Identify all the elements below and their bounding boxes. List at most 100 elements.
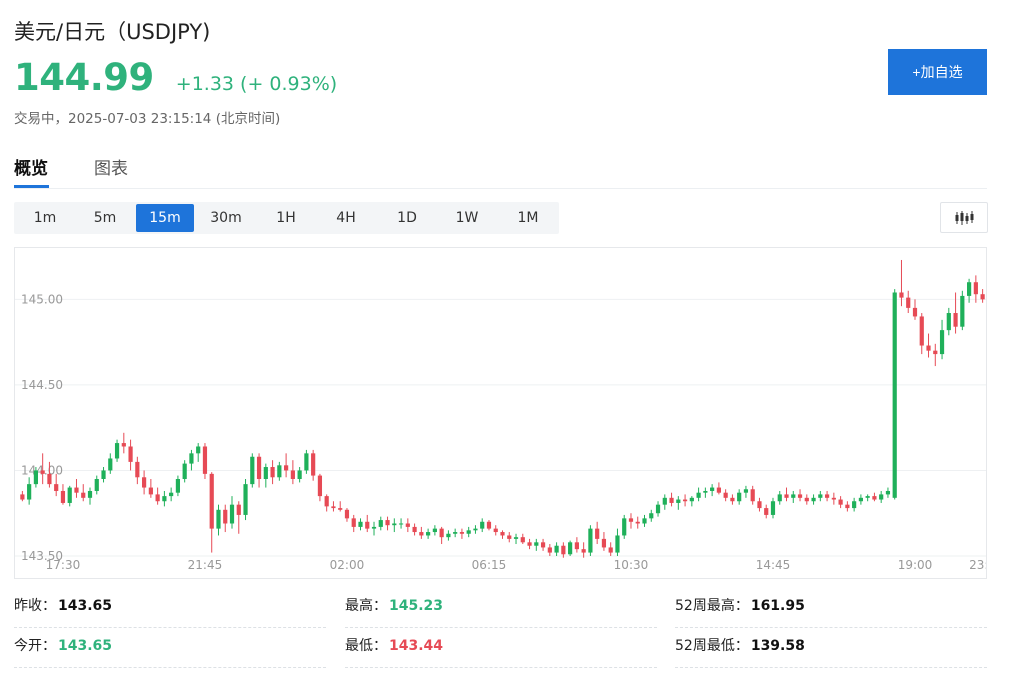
- price-change: +1.33 (+ 0.93%): [175, 73, 338, 95]
- period-4h[interactable]: 4H: [336, 210, 356, 226]
- candle: [723, 489, 728, 502]
- candle: [581, 542, 586, 558]
- candle: [277, 461, 282, 481]
- candle: [480, 518, 485, 533]
- add-watchlist-button[interactable]: +加自选: [888, 49, 987, 95]
- candle: [953, 292, 958, 334]
- candle: [540, 538, 546, 551]
- period-15m[interactable]: 15m: [136, 204, 194, 232]
- stat-value: 139.58: [750, 638, 805, 654]
- candle: [108, 453, 113, 474]
- candle: [155, 487, 160, 505]
- candle: [202, 443, 208, 479]
- candle: [169, 487, 174, 502]
- candle: [770, 497, 776, 519]
- period-30m[interactable]: 30m: [210, 210, 242, 226]
- candle: [561, 542, 566, 558]
- candle: [250, 453, 255, 488]
- candle: [121, 432, 126, 454]
- candle: [858, 494, 863, 505]
- candle: [818, 490, 823, 502]
- candle: [33, 467, 39, 488]
- candle: [534, 538, 539, 551]
- period-1h[interactable]: 1H: [276, 210, 296, 226]
- candle: [473, 525, 478, 534]
- candle: [960, 290, 965, 331]
- candle: [750, 485, 755, 505]
- candle: [311, 449, 316, 481]
- candle: [317, 473, 323, 502]
- candle: [980, 289, 985, 303]
- x-tick-label: 02:00: [330, 558, 365, 572]
- candle: [405, 518, 410, 533]
- candle: [365, 514, 370, 533]
- candle: [338, 501, 343, 512]
- period-1w[interactable]: 1W: [455, 210, 479, 226]
- candle: [453, 528, 458, 538]
- candle: [256, 453, 262, 488]
- period-1mo[interactable]: 1M: [517, 210, 539, 226]
- candle: [459, 528, 465, 539]
- candle: [852, 497, 857, 512]
- candle: [439, 526, 444, 545]
- candle: [229, 496, 235, 529]
- candle: [216, 504, 221, 536]
- x-tick-label: 10:30: [614, 558, 649, 572]
- chart-type-button[interactable]: [940, 202, 988, 233]
- candle: [933, 343, 938, 367]
- period-5m[interactable]: 5m: [93, 210, 117, 226]
- candle: [507, 532, 512, 543]
- candle: [236, 501, 241, 534]
- candle: [838, 496, 843, 509]
- candle: [831, 492, 836, 505]
- candle: [209, 472, 214, 553]
- x-tick-label: 23:1: [969, 558, 987, 572]
- y-tick-label: 145.00: [21, 292, 63, 306]
- candle: [87, 487, 93, 505]
- x-tick-label: 17:30: [46, 558, 81, 572]
- candle: [290, 460, 295, 485]
- candle: [385, 516, 390, 531]
- stat-value: 143.65: [58, 638, 113, 654]
- candle: [662, 494, 667, 510]
- candle: [669, 492, 674, 507]
- candle: [615, 528, 620, 556]
- period-1d[interactable]: 1D: [397, 210, 417, 226]
- tab-chart[interactable]: 图表: [94, 159, 128, 179]
- period-1m[interactable]: 1m: [33, 210, 57, 226]
- candle: [466, 526, 471, 538]
- candle: [547, 544, 552, 556]
- candle: [223, 504, 228, 533]
- candle: [804, 494, 809, 505]
- stat-label: 最低：: [345, 638, 387, 654]
- candle: [595, 521, 600, 545]
- candle: [743, 485, 749, 498]
- candle: [392, 518, 397, 533]
- candle: [649, 509, 654, 522]
- stat-prev-close: 昨收： 143.65: [14, 588, 326, 628]
- candle: [47, 461, 52, 488]
- status-timezone: (北京时间): [215, 111, 281, 127]
- candle: [54, 473, 59, 497]
- stat-open: 今开： 143.65: [14, 628, 326, 668]
- candle: [297, 467, 302, 483]
- candle: [655, 501, 661, 517]
- candle: [114, 439, 120, 462]
- candle: [135, 456, 140, 485]
- tab-overview[interactable]: 概览: [14, 159, 48, 179]
- candle: [371, 521, 377, 536]
- candle: [527, 538, 532, 550]
- stat-label: 最高：: [345, 598, 387, 614]
- current-price: 144.99: [14, 56, 154, 99]
- candle: [101, 467, 106, 483]
- candle: [412, 523, 417, 536]
- candle: [973, 275, 978, 303]
- stat-value: 143.65: [58, 598, 113, 614]
- stat-value: 161.95: [750, 598, 805, 614]
- candle: [60, 484, 66, 505]
- candle: [486, 520, 492, 531]
- candle: [885, 487, 891, 498]
- candle: [784, 487, 789, 502]
- candle: [642, 514, 647, 527]
